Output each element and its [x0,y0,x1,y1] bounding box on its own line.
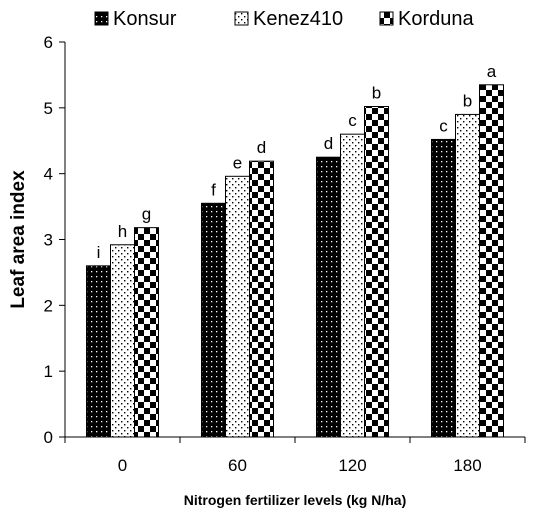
bar-konsur-120 [316,156,341,438]
significance-label: c [439,116,448,135]
y-tick-label: 0 [44,428,53,447]
significance-label: a [487,62,497,81]
y-axis-title: Leaf area index [8,170,29,309]
significance-label: d [324,134,333,153]
y-tick-label: 3 [44,231,53,250]
legend-swatch-konsur [94,11,109,26]
bar-korduna-60 [249,160,274,438]
significance-label: b [372,84,381,103]
significance-label: d [257,138,266,157]
x-tick-label: 0 [118,456,127,475]
significance-label: h [118,222,127,241]
significance-label: b [463,91,472,110]
bar-kenez410-180 [455,113,480,438]
bar-konsur-180 [431,138,456,438]
legend-swatch-kenez410 [234,11,249,26]
bar-kenez410-0 [110,244,135,438]
bar-korduna-0 [134,227,159,438]
bar-konsur-0 [86,265,111,438]
y-tick-label: 1 [44,362,53,381]
bar-kenez410-60 [225,175,250,438]
bar-korduna-120 [364,106,389,438]
significance-label: i [97,243,101,262]
y-tick-label: 6 [44,33,53,52]
y-tick-label: 5 [44,99,53,118]
bar-kenez410-120 [340,133,365,438]
bar-korduna-180 [479,84,504,438]
x-tick-label: 60 [228,456,247,475]
significance-label: e [233,153,242,172]
significance-label: f [211,180,216,199]
x-tick-label: 120 [338,456,366,475]
legend-label: Konsur [113,8,177,30]
x-tick-label: 180 [453,456,481,475]
y-tick-label: 4 [44,165,53,184]
legend-label: Korduna [398,8,474,30]
legend-label: Kenez410 [253,8,343,30]
significance-label: g [142,205,151,224]
y-tick-label: 2 [44,296,53,315]
significance-label: c [348,111,357,130]
x-axis-title: Nitrogen fertilizer levels (kg N/ha) [184,492,407,508]
bar-konsur-60 [201,202,226,438]
legend-swatch-korduna [379,11,394,26]
